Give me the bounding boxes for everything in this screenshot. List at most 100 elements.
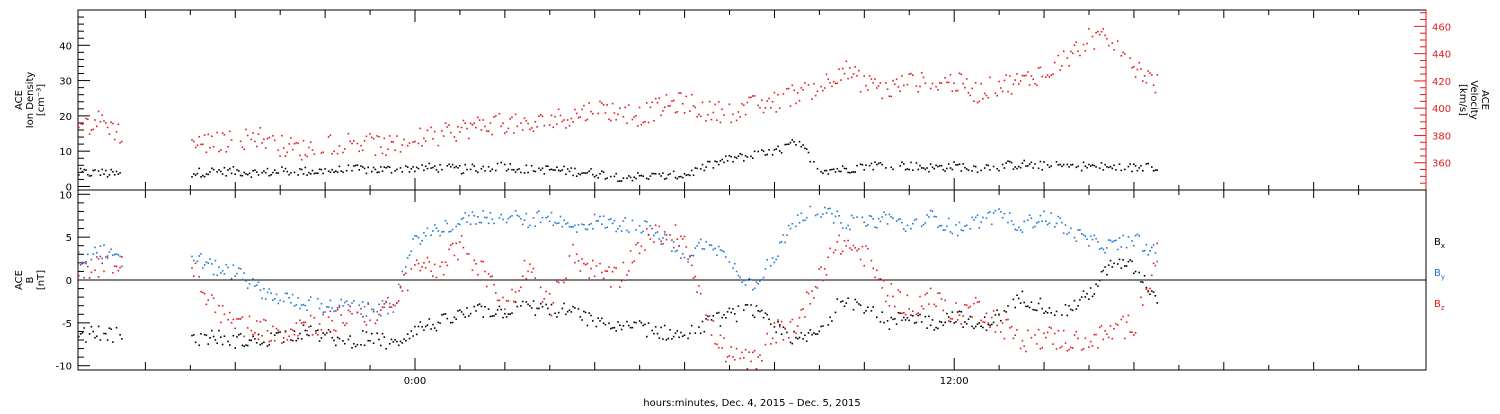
velocity-point bbox=[965, 78, 968, 80]
bx-point bbox=[665, 339, 668, 341]
by-point bbox=[423, 232, 425, 234]
bz-point bbox=[764, 343, 767, 346]
bz-point bbox=[1064, 342, 1067, 344]
bx-point bbox=[369, 340, 371, 342]
by-point bbox=[406, 257, 409, 259]
velocity-point bbox=[525, 120, 528, 122]
bx-point bbox=[1016, 294, 1018, 296]
by-point bbox=[611, 222, 614, 225]
by-point bbox=[802, 219, 804, 222]
by-point bbox=[376, 310, 378, 313]
bz-point bbox=[1019, 347, 1022, 350]
bz-point bbox=[624, 279, 626, 282]
bx-point bbox=[200, 333, 202, 335]
density-point bbox=[699, 168, 702, 170]
by-point bbox=[78, 251, 80, 254]
bx-point bbox=[663, 324, 666, 327]
by-point bbox=[820, 216, 822, 218]
density-point bbox=[329, 171, 332, 174]
velocity-point bbox=[947, 81, 950, 84]
bz-point bbox=[1003, 337, 1006, 340]
by-point bbox=[969, 228, 972, 230]
by-point bbox=[223, 273, 226, 275]
velocity-point bbox=[960, 73, 963, 76]
density-point bbox=[1120, 169, 1123, 172]
bx-point bbox=[920, 321, 923, 323]
by-point bbox=[674, 250, 677, 253]
density-point bbox=[868, 164, 871, 167]
bz-point bbox=[795, 332, 797, 335]
by-point bbox=[216, 274, 218, 276]
bz-point bbox=[674, 224, 677, 226]
bz-point bbox=[1091, 345, 1094, 347]
bx-point bbox=[530, 307, 533, 309]
density-point bbox=[658, 173, 661, 175]
velocity-point bbox=[922, 76, 925, 79]
velocity-point bbox=[1057, 54, 1060, 57]
bz-point bbox=[119, 266, 121, 269]
field-tick-label: -5 bbox=[62, 319, 72, 330]
density-point bbox=[674, 176, 677, 179]
bz-point bbox=[935, 305, 937, 308]
bz-point bbox=[849, 247, 851, 249]
bz-point bbox=[716, 343, 718, 346]
bz-point bbox=[1016, 329, 1018, 331]
bz-point bbox=[1133, 334, 1135, 336]
by-point bbox=[800, 212, 803, 215]
bx-point bbox=[198, 344, 200, 347]
velocity-point bbox=[1028, 84, 1031, 86]
density-point bbox=[626, 177, 628, 180]
bx-point bbox=[516, 305, 519, 308]
bx-point bbox=[956, 311, 959, 313]
density-point bbox=[211, 167, 213, 170]
by-point bbox=[414, 235, 416, 237]
bz-point bbox=[626, 274, 628, 276]
bz-point bbox=[653, 241, 655, 243]
density-point bbox=[629, 176, 632, 179]
by-point bbox=[554, 221, 556, 224]
density-point bbox=[254, 169, 256, 171]
by-point bbox=[1000, 210, 1002, 213]
bx-point bbox=[500, 308, 502, 311]
bz-point bbox=[969, 305, 972, 308]
bx-point bbox=[737, 305, 740, 307]
bx-point bbox=[770, 323, 772, 325]
bx-point bbox=[1018, 297, 1020, 300]
bz-point bbox=[1012, 337, 1015, 340]
bz-point bbox=[708, 315, 711, 317]
density-point bbox=[910, 161, 912, 164]
velocity-point bbox=[1012, 83, 1015, 86]
velocity-point bbox=[105, 122, 107, 124]
velocity-point bbox=[854, 66, 856, 68]
bx-point bbox=[430, 328, 432, 330]
by-point bbox=[293, 305, 296, 307]
velocity-point bbox=[919, 85, 921, 88]
density-point bbox=[721, 158, 723, 161]
bx-point bbox=[906, 317, 909, 319]
bz-point bbox=[678, 245, 680, 247]
density-point bbox=[374, 168, 377, 171]
by-point bbox=[218, 266, 220, 269]
density-point bbox=[1034, 163, 1036, 165]
bx-point bbox=[290, 339, 292, 341]
bz-point bbox=[850, 249, 853, 251]
velocity-point bbox=[282, 147, 285, 149]
velocity-point bbox=[994, 92, 997, 95]
by-point bbox=[200, 253, 202, 255]
density-point bbox=[520, 171, 522, 174]
by-point bbox=[962, 229, 964, 232]
density-point bbox=[315, 172, 317, 174]
bx-point bbox=[563, 302, 565, 305]
density-point bbox=[935, 164, 937, 167]
by-point bbox=[886, 223, 889, 225]
velocity-point bbox=[1009, 75, 1011, 77]
density-point bbox=[225, 175, 227, 177]
density-point bbox=[649, 175, 652, 177]
bz-point bbox=[482, 260, 484, 263]
velocity-point bbox=[825, 73, 828, 76]
bx-point bbox=[698, 326, 700, 328]
velocity-point bbox=[920, 72, 923, 74]
bx-point bbox=[683, 334, 686, 336]
bx-point bbox=[306, 333, 308, 336]
bx-point bbox=[843, 305, 846, 307]
